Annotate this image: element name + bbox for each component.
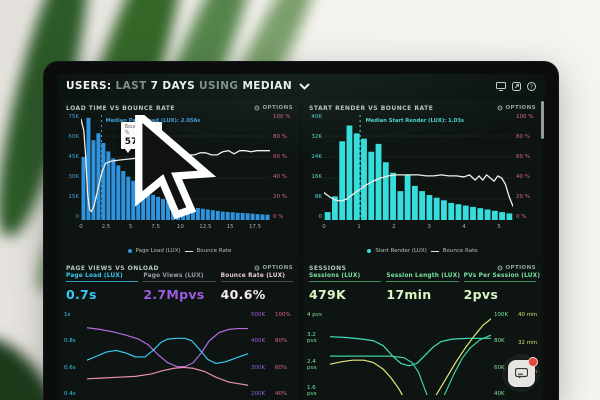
options-button[interactable]: OPTIONS bbox=[497, 265, 536, 271]
metric-sessions: Sessions (LUX) 479K bbox=[309, 273, 382, 308]
metric-value: 2pvs bbox=[463, 287, 499, 302]
x-axis: 0 1 2 3 4 5 bbox=[322, 224, 501, 230]
chat-widget-button[interactable] bbox=[508, 357, 538, 387]
start-render-chart[interactable]: Median Start Render (LUX): 1.03s bbox=[324, 115, 513, 220]
page-views-chart[interactable] bbox=[87, 314, 248, 395]
metric-page-load: Page Load (LUX) 0.7s bbox=[66, 273, 139, 308]
svg-text:?: ? bbox=[530, 84, 533, 90]
y-axis-right: 100 % 80 % 60 % 40 % 20 % 0 % bbox=[273, 114, 291, 220]
display-icon[interactable] bbox=[496, 81, 506, 91]
chart-legend: Start Render (LUX) Bounce Rate bbox=[303, 248, 542, 254]
scrollbar[interactable] bbox=[541, 101, 544, 139]
load-time-chart[interactable]: Median Page Load (LUX): 2.056s Bounce Ra… bbox=[81, 115, 270, 220]
median-annotation: Median Page Load (LUX): 2.056s bbox=[105, 118, 201, 124]
header-using-label: USING bbox=[199, 80, 239, 92]
metric-pvs-per-session: PVs Per Session (LUX) 2pvs bbox=[463, 273, 541, 302]
metric-value: 40.6% bbox=[220, 287, 266, 302]
dashboard-header: USERS: LAST 7 DAYS USING MEDIAN ? bbox=[57, 74, 545, 98]
options-button[interactable]: OPTIONS bbox=[254, 105, 293, 111]
chat-widget-icon bbox=[515, 368, 528, 379]
panel-sessions: SESSIONS OPTIONS Sessions (LUX) 479K Ses… bbox=[303, 260, 542, 400]
y-axis-left: 75K 60K 45K 30K 15K 0 bbox=[68, 114, 79, 220]
chart-legend: Page Load (LUX) Bounce Rate bbox=[60, 248, 299, 254]
legend-dot bbox=[127, 249, 132, 253]
options-button[interactable]: OPTIONS bbox=[497, 105, 536, 111]
y-axis-left: 1s 0.8s 0.6s 0.4s bbox=[64, 312, 76, 397]
legend-dot bbox=[367, 249, 372, 253]
metric-page-views: Page Views (LUX) 2.7Mpvs bbox=[143, 273, 216, 308]
metrics-row: Sessions (LUX) 479K Session Length (LUX)… bbox=[303, 273, 542, 308]
metric-value: 0.7s bbox=[66, 287, 97, 302]
gear-icon bbox=[254, 105, 260, 111]
metric-value: 17min bbox=[386, 287, 432, 302]
panel-title: SESSIONS bbox=[309, 264, 347, 272]
header-days-label: 7 DAYS bbox=[150, 80, 196, 92]
panel-title: PAGE VIEWS VS ONLOAD bbox=[66, 264, 159, 272]
metrics-row: Page Load (LUX) 0.7s Page Views (LUX) 2.… bbox=[60, 273, 299, 308]
y-axis-right: 100 % 80 % 60 % 40 % 20 % 0 % bbox=[516, 114, 534, 220]
panel-start-render: START RENDER VS BOUNCE RATE OPTIONS 40K 3… bbox=[303, 100, 542, 257]
header-median-label: MEDIAN bbox=[242, 80, 293, 92]
report-selector[interactable]: USERS: LAST 7 DAYS USING MEDIAN bbox=[66, 80, 310, 92]
dashboard-screen: USERS: LAST 7 DAYS USING MEDIAN ? LOAD T… bbox=[57, 74, 545, 400]
x-axis: 0 2.5 5 7.5 10 12.5 15 17.5 bbox=[79, 224, 262, 230]
header-last-label: LAST bbox=[115, 80, 147, 92]
metric-session-length: Session Length (LUX) 17min bbox=[386, 273, 461, 302]
metric-value: 479K bbox=[309, 287, 346, 302]
y-axis-right: 500K 400K 300K 200K 100% 80% 60% 40% bbox=[251, 312, 291, 397]
share-icon[interactable] bbox=[512, 81, 521, 91]
panel-title: LOAD TIME VS BOUNCE RATE bbox=[66, 104, 175, 112]
options-button[interactable]: OPTIONS bbox=[254, 265, 293, 271]
legend-line-swatch bbox=[430, 250, 439, 252]
panel-page-views: PAGE VIEWS VS ONLOAD OPTIONS Page Load (… bbox=[60, 260, 299, 400]
help-icon[interactable]: ? bbox=[527, 81, 536, 91]
notification-badge bbox=[528, 357, 538, 367]
gear-icon bbox=[497, 105, 503, 111]
metric-bounce-rate: Bounce Rate (LUX) 40.6% bbox=[220, 273, 293, 308]
median-annotation: Median Start Render (LUX): 1.03s bbox=[365, 118, 464, 124]
header-users-label: USERS: bbox=[66, 80, 112, 92]
laptop-bezel: USERS: LAST 7 DAYS USING MEDIAN ? LOAD T… bbox=[44, 62, 558, 400]
y-axis-left: 4 pvs 3.2 pvs 2.4 pvs 1.6 pvs bbox=[307, 312, 322, 397]
panel-title: START RENDER VS BOUNCE RATE bbox=[309, 104, 434, 112]
gear-icon bbox=[254, 265, 260, 271]
y-axis-left: 40K 32K 24K 16K 8K 0 bbox=[311, 114, 322, 220]
gear-icon bbox=[497, 265, 503, 271]
panel-load-time: LOAD TIME VS BOUNCE RATE OPTIONS 75K 60K 4… bbox=[60, 100, 299, 257]
mouse-cursor-icon bbox=[135, 115, 217, 220]
sessions-chart[interactable] bbox=[330, 314, 491, 395]
chevron-down-icon[interactable] bbox=[299, 82, 310, 90]
metric-value: 2.7Mpvs bbox=[143, 287, 205, 302]
legend-line-swatch bbox=[184, 250, 193, 252]
